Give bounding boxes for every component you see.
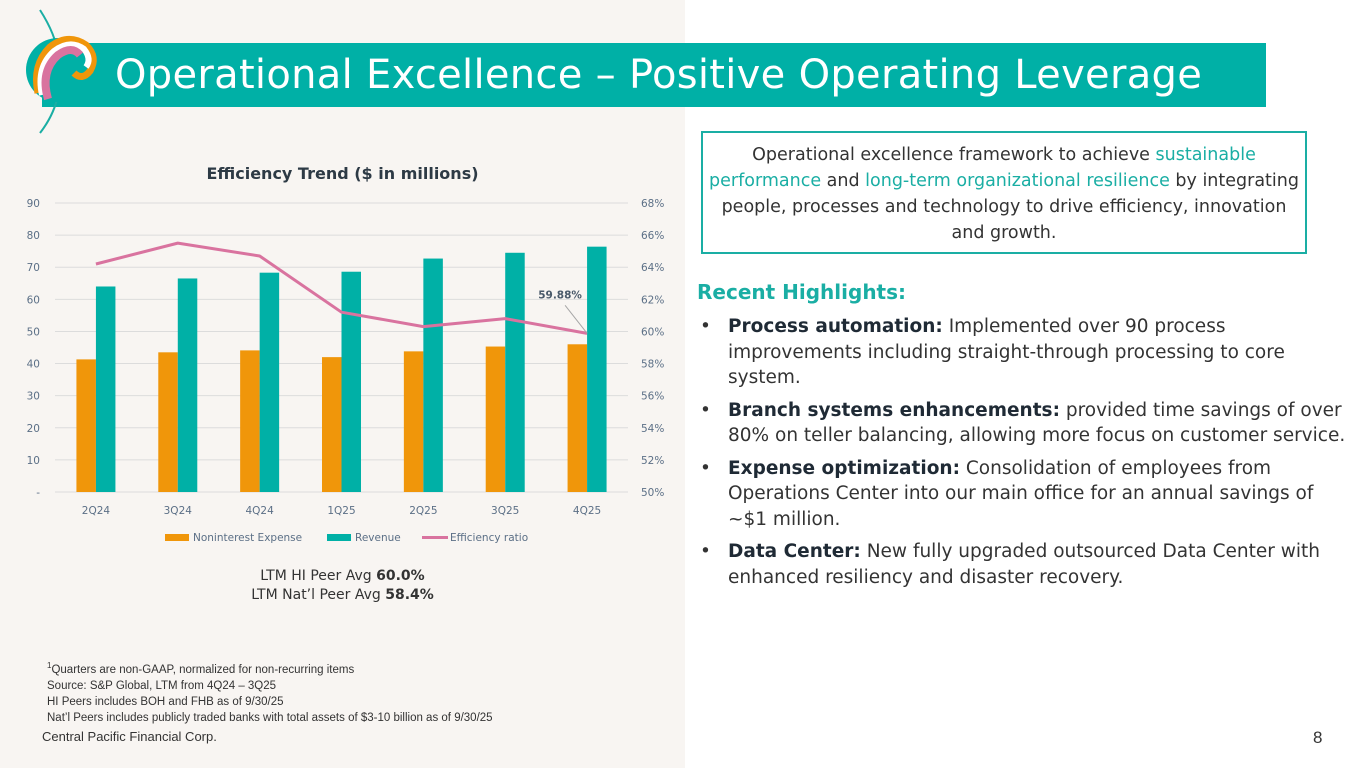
x-axis-tick-label: 3Q25: [491, 505, 519, 517]
chart-title: Efficiency Trend ($ in millions): [206, 164, 479, 183]
bullet-icon: •: [700, 316, 711, 337]
chart-canvas: - 10 20 30 40 50 60 70 80 90 50% 52% 54% 56% 58% 60% 62%…: [27, 198, 665, 544]
left-axis-tick-label: 30: [27, 391, 40, 403]
footnote-4: Nat’l Peers includes publicly traded ban…: [47, 711, 493, 724]
highlight-item: • Process automation: Implemented over 90…: [697, 314, 1347, 391]
right-axis-tick-label: 62%: [641, 294, 664, 306]
highlight-item: • Expense optimization: Consolidation of …: [697, 456, 1347, 533]
right-axis-tick-label: 52%: [641, 455, 664, 467]
right-axis-tick-label: 68%: [641, 198, 664, 210]
highlight-item: • Branch systems enhancements: provided t…: [697, 398, 1347, 449]
legend-label: Efficiency ratio: [450, 532, 528, 544]
revenue-bar: [505, 252, 525, 492]
revenue-bar: [177, 278, 198, 492]
footnote-1-text: Quarters are non-GAAP, normalized for no…: [51, 663, 355, 676]
framework-text: Operational excellence framework to achi…: [752, 145, 1156, 165]
right-axis-tick-label: 56%: [641, 391, 664, 403]
natl-peer-label: LTM Nat’l Peer Avg: [251, 587, 386, 603]
x-axis-tick-label: 1Q25: [327, 505, 355, 517]
highlight-heading: Branch systems enhancements:: [728, 399, 1060, 421]
slide-title: Operational Excellence – Positive Operat…: [115, 52, 1203, 98]
left-axis-tick-label: 70: [27, 262, 40, 274]
x-axis-tick-label: 4Q24: [245, 505, 274, 517]
highlight-heading: Expense optimization:: [728, 457, 960, 479]
natl-peer-avg: LTM Nat’l Peer Avg 58.4%: [0, 587, 685, 603]
framework-statement-box: Operational excellence framework to achi…: [701, 131, 1307, 254]
right-axis-tick-label: 50%: [641, 487, 664, 499]
bullet-icon: •: [700, 541, 711, 562]
right-axis-tick-label: 58%: [641, 359, 664, 371]
legend-swatch: [165, 534, 189, 541]
revenue-bar: [259, 272, 280, 492]
highlights-list: • Process automation: Implemented over 90…: [697, 314, 1347, 597]
left-axis-tick-label: 90: [27, 198, 40, 210]
noninterest-expense-bar: [240, 350, 260, 492]
highlights-title: Recent Highlights:: [697, 280, 907, 304]
title-banner: [42, 43, 1266, 107]
left-axis-tick-label: 20: [27, 423, 40, 435]
left-axis-tick-label: -: [36, 487, 40, 499]
right-axis-tick-label: 66%: [641, 230, 664, 242]
x-axis-tick-label: 3Q24: [164, 505, 193, 517]
revenue-bar: [423, 258, 443, 492]
footnotes: 1Quarters are non-GAAP, normalized for n…: [47, 658, 493, 726]
revenue-bar: [95, 286, 116, 492]
company-logo-icon: [26, 9, 97, 134]
company-name: Central Pacific Financial Corp.: [42, 729, 217, 744]
left-axis-tick-label: 10: [27, 455, 40, 467]
legend-swatch: [327, 534, 351, 541]
highlight-heading: Process automation:: [728, 316, 943, 337]
hi-peer-value: 60.0%: [376, 568, 425, 584]
revenue-bar: [587, 246, 607, 492]
right-axis-tick-label: 60%: [641, 326, 664, 338]
right-axis-tick-label: 64%: [641, 262, 664, 274]
noninterest-expense-bar: [322, 357, 342, 492]
hi-peer-label: LTM HI Peer Avg: [260, 568, 377, 584]
left-axis-tick-label: 60: [27, 294, 40, 306]
footnote-3: HI Peers includes BOH and FHB as of 9/30…: [47, 695, 284, 708]
x-axis-tick-label: 2Q25: [409, 505, 437, 517]
highlight-text: Consolidation of employees from Operatio…: [728, 457, 1314, 530]
efficiency-trend-chart: - 10 20 30 40 50 60 70 80 90 50% 52% 54% 56% 58% 60% 62%…: [0, 150, 685, 603]
noninterest-expense-bar: [485, 346, 506, 492]
footnote-1: 1Quarters are non-GAAP, normalized for n…: [47, 658, 493, 678]
footnote-superscript: 1: [47, 661, 52, 670]
revenue-bar: [341, 271, 361, 492]
framework-text: by integrating people, processes and tec…: [721, 171, 1299, 243]
noninterest-expense-bar: [158, 352, 178, 492]
left-axis-tick-label: 40: [27, 359, 40, 371]
natl-peer-value: 58.4%: [385, 587, 434, 603]
x-axis-tick-label: 2Q24: [82, 505, 111, 517]
right-axis-tick-label: 54%: [641, 423, 664, 435]
efficiency-ratio-data-label: 59.88%: [538, 289, 582, 301]
x-axis-tick-label: 4Q25: [573, 505, 601, 517]
noninterest-expense-bar: [76, 359, 96, 492]
noninterest-expense-bar: [403, 351, 424, 492]
bullet-icon: •: [700, 457, 711, 479]
annotation-leader-line: [564, 305, 588, 334]
framework-highlight-text: sustainable performance: [709, 145, 1256, 191]
highlight-text: Implemented over 90 process improvements…: [728, 316, 1285, 388]
legend-label: Revenue: [355, 532, 401, 544]
left-axis-tick-label: 50: [27, 326, 40, 338]
hi-peer-avg: LTM HI Peer Avg 60.0%: [0, 568, 685, 584]
noninterest-expense-bar: [567, 344, 588, 492]
highlight-heading: Data Center:: [728, 541, 861, 562]
footnote-2: Source: S&P Global, LTM from 4Q24 – 3Q25: [47, 679, 277, 692]
left-axis-tick-label: 80: [27, 230, 40, 242]
framework-text: and: [821, 171, 866, 191]
highlight-text: provided time savings of over 80% on tel…: [728, 399, 1346, 447]
page-number: 8: [1313, 728, 1323, 747]
legend-label: Noninterest Expense: [193, 532, 302, 544]
framework-highlight-text: long-term organizational resilience: [865, 171, 1170, 191]
bullet-icon: •: [700, 399, 711, 421]
highlight-item: • Data Center: New fully upgraded outsour…: [697, 539, 1347, 590]
highlight-text: New fully upgraded outsourced Data Cente…: [728, 541, 1320, 588]
